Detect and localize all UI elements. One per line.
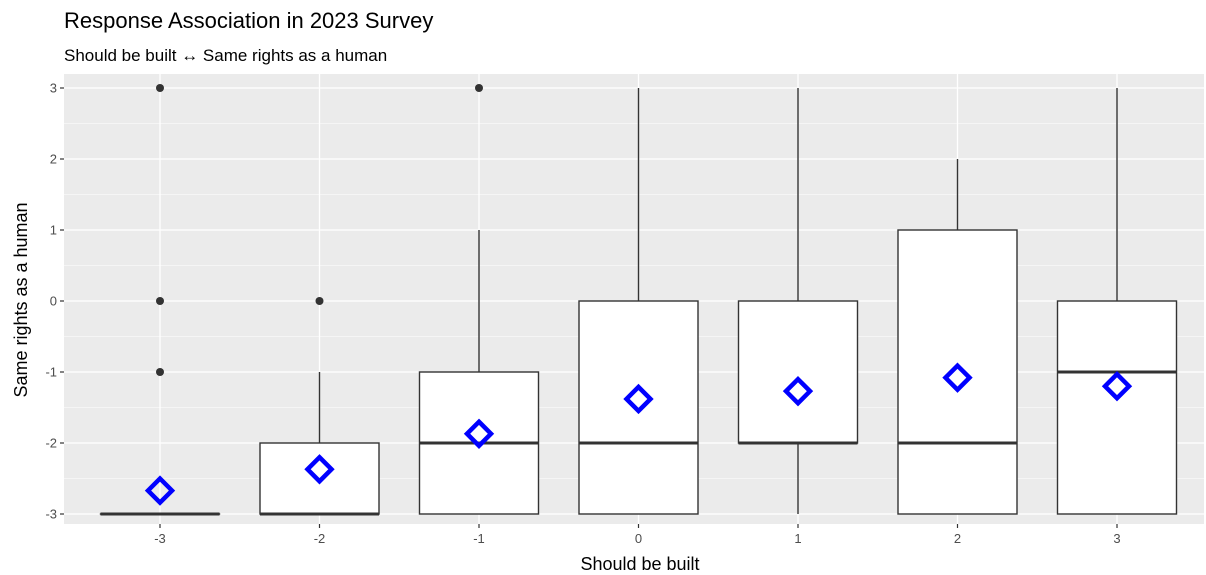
mean-marker	[463, 418, 495, 449]
box-group	[418, 84, 540, 515]
x-tick-label: 2	[954, 531, 961, 546]
box-iqr	[1056, 300, 1178, 515]
y-tick-label: 2	[50, 152, 57, 167]
y-tick-label: -2	[45, 436, 57, 451]
y-tick-label: 0	[50, 294, 57, 309]
x-tick-label: -3	[154, 531, 166, 546]
y-tick-label: -1	[45, 365, 57, 380]
box-group	[897, 159, 1018, 515]
mean-marker	[304, 454, 335, 485]
boxes-layer	[99, 84, 1178, 516]
axis-ticks-layer: -3 -2 -1 0 1 2 3 -3 -2 -1 0 1 2 3	[45, 81, 1120, 547]
box-iqr	[737, 300, 859, 444]
outlier-point	[156, 297, 164, 305]
mean-marker	[623, 383, 654, 415]
outlier-point	[475, 84, 483, 92]
x-tick-label: -1	[473, 531, 485, 546]
x-tick-label: 3	[1113, 531, 1120, 546]
mean-marker	[782, 375, 814, 407]
mean-marker	[942, 362, 973, 393]
box-group	[259, 297, 380, 516]
chart-title: Response Association in 2023 Survey	[64, 8, 433, 33]
y-tick-label: -3	[45, 507, 57, 522]
box-group	[99, 84, 221, 516]
box-group	[578, 88, 699, 515]
box-group	[1056, 88, 1178, 515]
x-axis-label: Should be built	[580, 554, 699, 574]
x-tick-label: 0	[635, 531, 642, 546]
box-iqr	[897, 229, 1018, 515]
x-tick-label: -2	[314, 531, 326, 546]
outlier-point	[156, 368, 164, 376]
mean-marker	[1101, 371, 1133, 402]
y-tick-label: 3	[50, 81, 57, 96]
box-iqr	[578, 300, 699, 515]
outlier-point	[315, 297, 324, 305]
mean-marker	[144, 475, 176, 506]
box-group	[737, 88, 859, 514]
chart-subtitle: Should be built ↔ Same rights as a human	[64, 46, 387, 65]
y-tick-label: 1	[50, 223, 57, 238]
y-axis-label: Same rights as a human	[11, 202, 31, 397]
x-tick-label: 1	[794, 531, 801, 546]
outlier-point	[156, 84, 164, 92]
